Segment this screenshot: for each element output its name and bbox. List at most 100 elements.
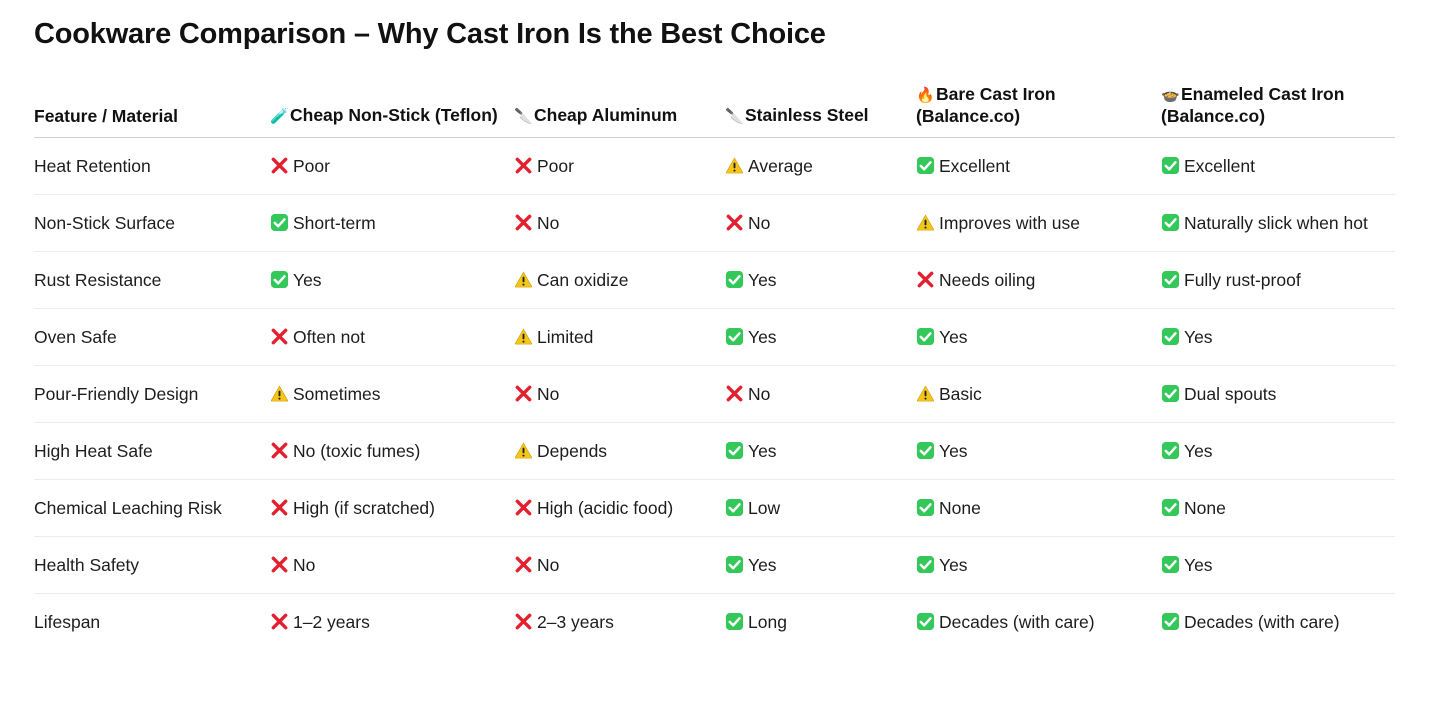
rating-text: No	[748, 212, 771, 233]
rating-cell: Yes	[1161, 308, 1395, 366]
check-mark-icon	[916, 156, 935, 175]
column-header-3: 🔪Stainless Steel	[725, 84, 916, 138]
warning-icon	[270, 384, 289, 403]
rating-text: Decades (with care)	[1184, 611, 1340, 632]
rating-text: 1–2 years	[293, 611, 370, 632]
rating-cell: Improves with use	[916, 194, 1161, 252]
rating-cell: Poor	[270, 137, 514, 195]
rating-cell: High (if scratched)	[270, 479, 514, 537]
column-header-5: 🍲Enameled Cast Iron (Balance.co)	[1161, 84, 1395, 138]
check-mark-icon	[1161, 213, 1180, 232]
feature-cell: Non-Stick Surface	[34, 194, 270, 252]
check-mark-icon	[916, 612, 935, 631]
rating-cell: Yes	[725, 308, 916, 366]
rating-text: Depends	[537, 440, 608, 461]
rating-cell: None	[1161, 479, 1395, 537]
rating-cell: Naturally slick when hot	[1161, 194, 1395, 252]
column-header-label: Stainless Steel	[745, 105, 869, 125]
check-mark-icon	[270, 270, 289, 289]
rating-cell: High (acidic food)	[514, 479, 725, 537]
rating-text: Yes	[1184, 326, 1213, 347]
check-mark-icon	[1161, 270, 1180, 289]
rating-cell: 2–3 years	[514, 594, 725, 651]
rating-cell: Needs oiling	[916, 251, 1161, 309]
rating-text: None	[1184, 497, 1226, 518]
check-mark-icon	[1161, 612, 1180, 631]
check-mark-icon	[1161, 156, 1180, 175]
rating-cell: Decades (with care)	[1161, 594, 1395, 651]
rating-text: Improves with use	[939, 212, 1081, 233]
rating-cell: Short-term	[270, 194, 514, 252]
cross-mark-icon	[725, 213, 744, 232]
pot-of-food-icon: 🍲	[1161, 87, 1180, 104]
rating-cell: 1–2 years	[270, 594, 514, 651]
rating-cell: Depends	[514, 422, 725, 480]
column-header-feature: Feature / Material	[34, 84, 270, 138]
table-row: Heat Retention Poor Poor Average Excellent Ex…	[34, 137, 1395, 195]
rating-text: Naturally slick when hot	[1184, 212, 1368, 233]
rating-cell: No	[725, 365, 916, 423]
column-header-2: 🔪Cheap Aluminum	[514, 84, 725, 138]
cross-mark-icon	[916, 270, 935, 289]
rating-cell: Yes	[916, 536, 1161, 594]
rating-text: Excellent	[939, 155, 1011, 176]
rating-cell: No	[270, 536, 514, 594]
rating-text: High (acidic food)	[537, 497, 674, 518]
warning-icon	[514, 270, 533, 289]
rating-text: Yes	[748, 440, 777, 461]
rating-text: Yes	[748, 326, 777, 347]
check-mark-icon	[270, 213, 289, 232]
rating-text: Often not	[293, 326, 365, 347]
rating-cell: Sometimes	[270, 365, 514, 423]
rating-cell: Excellent	[916, 137, 1161, 195]
column-header-4: 🔥Bare Cast Iron (Balance.co)	[916, 84, 1161, 138]
warning-icon	[514, 327, 533, 346]
rating-cell: Poor	[514, 137, 725, 195]
cross-mark-icon	[725, 384, 744, 403]
cross-mark-icon	[270, 441, 289, 460]
column-header-label: Bare Cast Iron (Balance.co)	[916, 84, 1056, 126]
check-mark-icon	[725, 441, 744, 460]
test-tube-icon: 🧪	[270, 108, 289, 125]
rating-text: Low	[748, 497, 781, 518]
rating-cell: Fully rust-proof	[1161, 251, 1395, 309]
rating-text: Limited	[537, 326, 594, 347]
cross-mark-icon	[514, 555, 533, 574]
feature-cell: Oven Safe	[34, 308, 270, 366]
rating-text: Fully rust-proof	[1184, 269, 1301, 290]
rating-cell: Yes	[916, 308, 1161, 366]
feature-cell: Health Safety	[34, 536, 270, 594]
rating-cell: Limited	[514, 308, 725, 366]
rating-text: No	[537, 212, 560, 233]
cross-mark-icon	[270, 498, 289, 517]
check-mark-icon	[916, 441, 935, 460]
table-row: Rust Resistance Yes Can oxidize Yes Needs oi…	[34, 251, 1395, 309]
rating-text: Yes	[939, 554, 968, 575]
rating-text: Sometimes	[293, 383, 381, 404]
table-row: Pour-Friendly Design Sometimes No No Basic Du…	[34, 365, 1395, 423]
rating-cell: Often not	[270, 308, 514, 366]
table-row: Oven Safe Often not Limited Yes Yes Yes	[34, 308, 1395, 366]
rating-text: No	[293, 554, 316, 575]
rating-text: Yes	[939, 440, 968, 461]
rating-cell: None	[916, 479, 1161, 537]
rating-text: Yes	[1184, 440, 1213, 461]
rating-text: Poor	[537, 155, 574, 176]
warning-icon	[725, 156, 744, 175]
rating-text: Yes	[748, 269, 777, 290]
rating-text: Yes	[939, 326, 968, 347]
rating-text: None	[939, 497, 981, 518]
rating-text: 2–3 years	[537, 611, 614, 632]
rating-cell: Yes	[270, 251, 514, 309]
rating-text: Yes	[1184, 554, 1213, 575]
rating-cell: No (toxic fumes)	[270, 422, 514, 480]
column-header-1: 🧪Cheap Non-Stick (Teflon)	[270, 84, 514, 138]
rating-cell: Yes	[1161, 422, 1395, 480]
rating-text: No	[748, 383, 771, 404]
rating-text: Average	[748, 155, 813, 176]
table-header-row: Feature / Material 🧪Cheap Non-Stick (Tefl…	[34, 84, 1395, 138]
cross-mark-icon	[270, 327, 289, 346]
rating-text: Needs oiling	[939, 269, 1036, 290]
column-header-label: Cheap Aluminum	[534, 105, 678, 125]
table-body: Heat Retention Poor Poor Average Excellent Ex…	[34, 137, 1395, 651]
